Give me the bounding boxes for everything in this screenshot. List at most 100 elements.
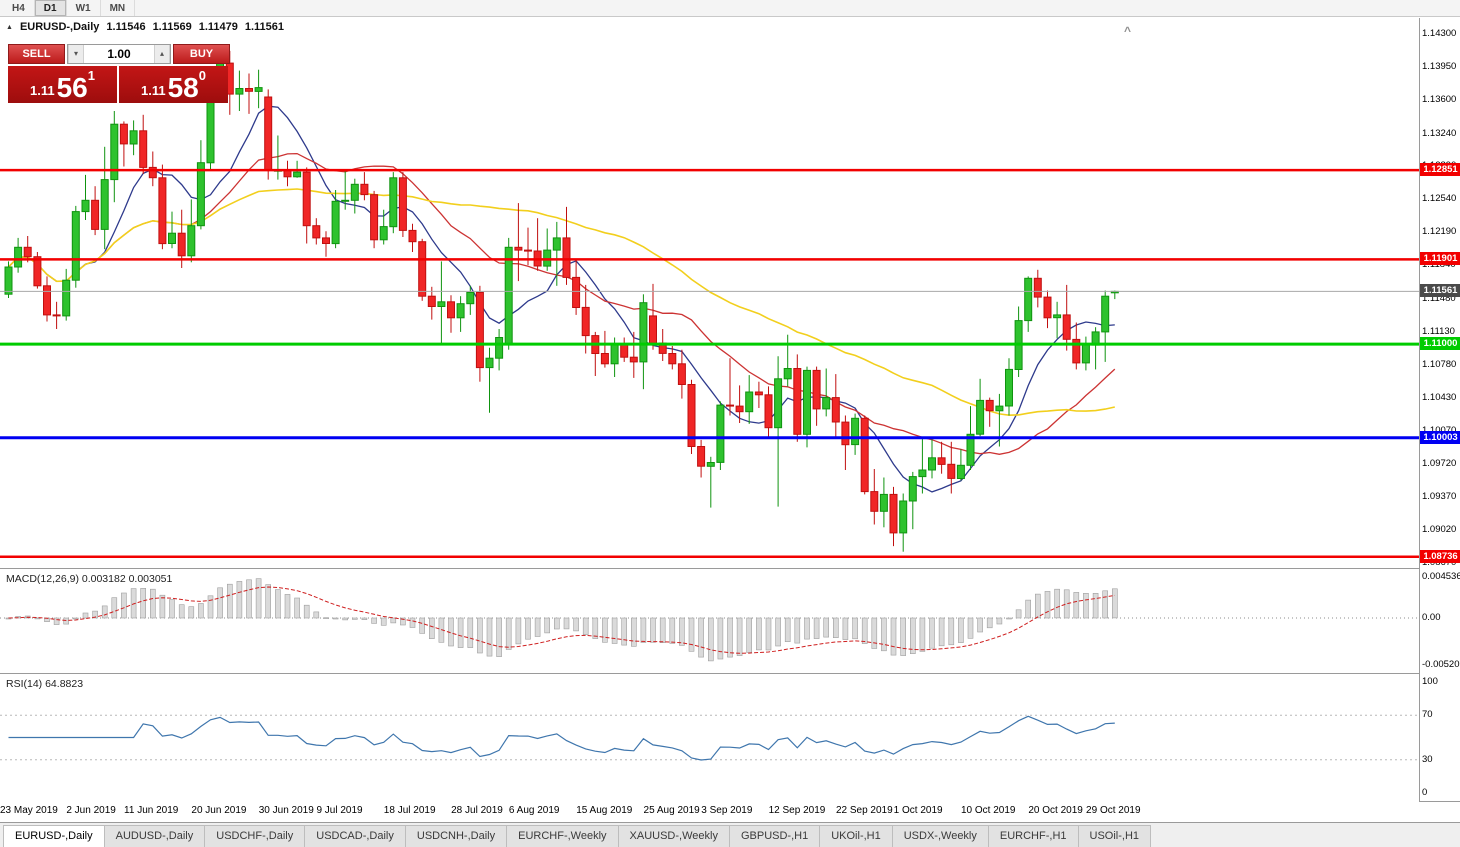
price-axis-label: 1.10430 bbox=[1422, 391, 1457, 403]
level-price-tag[interactable]: 1.12851 bbox=[1420, 163, 1460, 177]
volume-value[interactable]: 1.00 bbox=[107, 47, 131, 61]
macd-histogram bbox=[5, 578, 1118, 662]
rsi-indicator-label: RSI(14) 64.8823 bbox=[6, 678, 84, 690]
symbol-marker-icon: ▲ bbox=[6, 23, 13, 31]
date-axis-label: 3 Sep 2019 bbox=[701, 805, 753, 816]
price-axis-label: 1.11480 bbox=[1422, 292, 1456, 304]
date-axis-label: 15 Aug 2019 bbox=[576, 805, 633, 816]
ohlc-high: 1.11569 bbox=[152, 21, 192, 33]
candles bbox=[4, 50, 1119, 552]
date-axis-label: 20 Oct 2019 bbox=[1028, 805, 1083, 816]
date-axis-label: 18 Jul 2019 bbox=[383, 805, 436, 816]
date-axis-label: 12 Sep 2019 bbox=[768, 805, 826, 816]
date-axis-label: 25 Aug 2019 bbox=[643, 805, 700, 816]
chart-tab-bar: EURUSD-,Daily AUDUSD-,Daily USDCHF-,Daily U… bbox=[0, 822, 1460, 847]
date-axis-label: 23 May 2019 bbox=[0, 805, 58, 816]
price-axis-label: 1.10780 bbox=[1422, 358, 1457, 370]
level-price-tag[interactable]: 1.08736 bbox=[1420, 549, 1460, 563]
price-axis-label: 1.11130 bbox=[1422, 325, 1455, 337]
rsi-axis-label: 100 bbox=[1422, 676, 1438, 687]
chart-tab-usdchf-daily[interactable]: USDCHF-,Daily bbox=[204, 825, 306, 847]
price-axis-label: 1.09370 bbox=[1422, 491, 1457, 503]
current-price-tag[interactable]: 1.11561 bbox=[1420, 284, 1460, 298]
date-axis-label: 2 Jun 2019 bbox=[66, 805, 116, 816]
collapse-chart-icon[interactable]: ^ bbox=[1124, 24, 1132, 38]
price-axis-label: 1.09720 bbox=[1422, 458, 1457, 470]
price-axis-label: 1.13240 bbox=[1422, 127, 1457, 139]
sell-price-point: 1 bbox=[87, 68, 95, 83]
chart-title: EURUSD-,Daily bbox=[19, 21, 100, 33]
ohlc-low: 1.11479 bbox=[198, 21, 238, 33]
ohlc-close: 1.11561 bbox=[244, 21, 285, 33]
timeframe-button-w1[interactable]: W1 bbox=[67, 0, 101, 16]
date-axis-label: 28 Jul 2019 bbox=[451, 805, 503, 816]
macd-axis-label: 0.004536 bbox=[1422, 571, 1460, 582]
rsi-panel-canvas[interactable] bbox=[0, 674, 1419, 801]
date-axis-label: 6 Aug 2019 bbox=[508, 805, 560, 816]
ma-medium-line bbox=[8, 152, 1116, 455]
volume-increase-button[interactable]: ▴ bbox=[154, 45, 170, 63]
chart-tab-xauusd-weekly[interactable]: XAUUSD-,Weekly bbox=[617, 825, 730, 847]
price-axis[interactable]: 1.143001.139501.136001.132401.128901.125… bbox=[1419, 18, 1460, 801]
date-axis-label: 9 Jul 2019 bbox=[316, 805, 363, 816]
buy-price-display[interactable]: 1.11 58 0 bbox=[119, 66, 228, 103]
price-axis-label: 1.09020 bbox=[1422, 524, 1457, 536]
chart-tab-audusd-daily[interactable]: AUDUSD-,Daily bbox=[103, 825, 206, 847]
level-price-tag[interactable]: 1.11901 bbox=[1420, 252, 1460, 266]
chart-tab-eurusd-daily[interactable]: EURUSD-,Daily bbox=[3, 825, 105, 847]
chart-tab-usdcad-daily[interactable]: USDCAD-,Daily bbox=[304, 825, 406, 847]
level-price-tag[interactable]: 1.11000 bbox=[1420, 337, 1460, 351]
timeframe-toolbar: H4 D1 W1 MN bbox=[0, 0, 1460, 17]
volume-decrease-button[interactable]: ▾ bbox=[68, 45, 84, 63]
chart-tab-usdcnh-daily[interactable]: USDCNH-,Daily bbox=[404, 825, 508, 847]
sell-price-display[interactable]: 1.11 56 1 bbox=[8, 66, 117, 103]
ma-slow-line bbox=[7, 188, 1115, 417]
rsi-axis-label: 0 bbox=[1422, 787, 1428, 798]
moving-average-lines bbox=[7, 105, 1116, 493]
date-axis-label: 29 Oct 2019 bbox=[1086, 805, 1141, 816]
date-axis-label: 11 Jun 2019 bbox=[124, 805, 179, 816]
macd-panel-separator[interactable] bbox=[0, 568, 1460, 569]
buy-price-pips: 58 bbox=[167, 72, 199, 103]
volume-stepper[interactable]: ▾ 1.00 ▴ bbox=[67, 44, 171, 64]
price-axis-label: 1.14300 bbox=[1422, 28, 1457, 39]
price-chart-canvas[interactable] bbox=[0, 18, 1419, 568]
level-price-tag[interactable]: 1.10003 bbox=[1420, 430, 1460, 444]
ohlc-open: 1.11546 bbox=[106, 21, 146, 33]
date-axis-label: 22 Sep 2019 bbox=[835, 805, 893, 816]
price-axis-label: 1.13950 bbox=[1422, 60, 1457, 72]
timeframe-button-d1[interactable]: D1 bbox=[34, 0, 67, 16]
buy-price-point: 0 bbox=[198, 68, 206, 83]
price-axis-label: 1.12190 bbox=[1422, 226, 1457, 238]
chart-tab-ukoil-h1[interactable]: UKOil-,H1 bbox=[819, 825, 893, 847]
rsi-line bbox=[8, 715, 1115, 761]
buy-price-prefix: 1.11 bbox=[141, 83, 166, 98]
timeframe-button-mn[interactable]: MN bbox=[101, 0, 136, 16]
chart-tab-gbpusd-h1[interactable]: GBPUSD-,H1 bbox=[728, 825, 821, 847]
horizontal-level-lines[interactable] bbox=[0, 168, 1419, 559]
timeframe-button-h4[interactable]: H4 bbox=[3, 0, 35, 16]
macd-panel-canvas[interactable] bbox=[0, 569, 1419, 673]
one-click-trading-panel: SELL ▾ 1.00 ▴ BUY 1.11 56 1 1.11 58 0 bbox=[8, 44, 230, 103]
macd-axis-label: -0.005205 bbox=[1422, 659, 1460, 670]
chart-tab-eurchf-weekly[interactable]: EURCHF-,Weekly bbox=[506, 825, 619, 847]
chart-header: ▲ EURUSD-,Daily 1.11546 1.11569 1.11479 … bbox=[6, 21, 284, 33]
price-axis-label: 1.12540 bbox=[1422, 193, 1457, 205]
sell-price-pips: 56 bbox=[56, 72, 88, 103]
chart-tab-eurchf-h1[interactable]: EURCHF-,H1 bbox=[987, 825, 1079, 847]
chart-tab-usoil-h1[interactable]: USOil-,H1 bbox=[1077, 825, 1152, 847]
date-axis-label: 30 Jun 2019 bbox=[258, 805, 314, 816]
price-axis-label: 1.13600 bbox=[1422, 93, 1457, 105]
macd-signal-line bbox=[8, 586, 1115, 654]
chart-tab-usdx-weekly[interactable]: USDX-,Weekly bbox=[891, 825, 989, 847]
sell-price-prefix: 1.11 bbox=[30, 83, 55, 98]
rsi-panel-separator[interactable] bbox=[0, 673, 1460, 674]
sell-button[interactable]: SELL bbox=[8, 44, 65, 64]
date-axis-label: 10 Oct 2019 bbox=[961, 805, 1016, 816]
time-axis[interactable]: 23 May 2019 2 Jun 2019 11 Jun 2019 20 Jun 2… bbox=[0, 801, 1419, 822]
buy-button[interactable]: BUY bbox=[173, 44, 230, 64]
rsi-axis-label: 30 bbox=[1422, 753, 1433, 765]
rsi-axis-label: 70 bbox=[1422, 709, 1433, 721]
macd-indicator-label: MACD(12,26,9) 0.003182 0.003051 bbox=[6, 573, 173, 585]
